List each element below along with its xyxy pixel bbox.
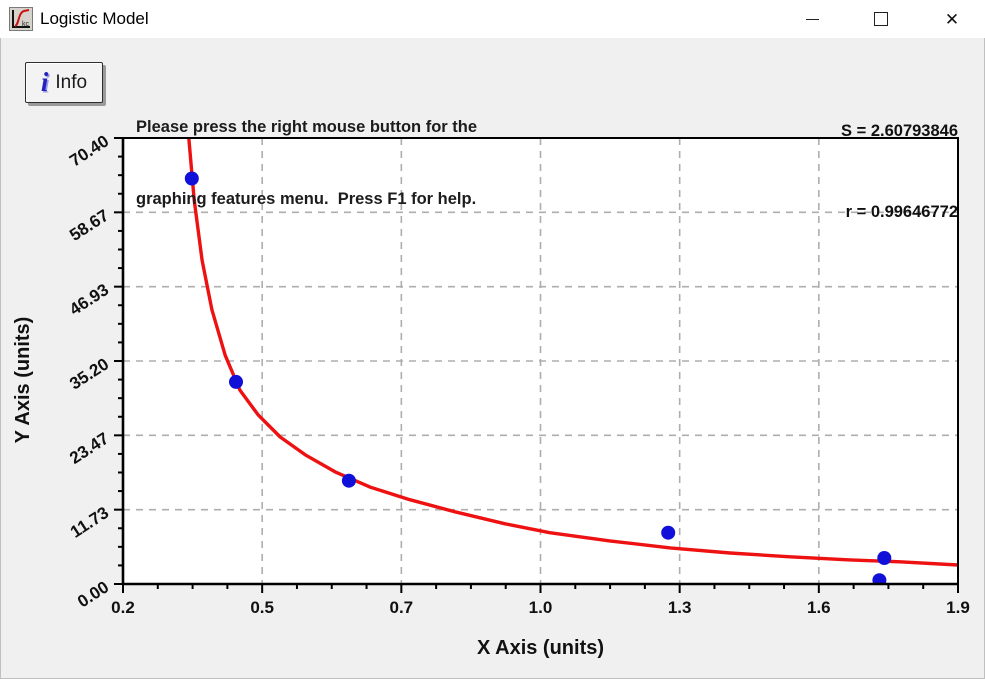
x-tick-label: 1.6 xyxy=(807,598,831,617)
x-tick-label: 1.3 xyxy=(668,598,692,617)
x-tick-label: 1.9 xyxy=(946,598,970,617)
curve-fit-app-icon: kc xyxy=(9,7,33,31)
data-point xyxy=(877,551,892,565)
y-tick-label: 58.67 xyxy=(66,206,112,245)
fit-statistics: S = 2.60793846 r = 0.99646772 xyxy=(841,64,958,280)
stat-standard-error: S = 2.60793846 xyxy=(841,122,958,140)
svg-text:kc: kc xyxy=(22,21,30,28)
maximize-icon xyxy=(874,12,888,26)
x-tick-label: 0.2 xyxy=(111,598,135,617)
y-tick-label: 0.00 xyxy=(74,577,112,611)
x-tick-label: 0.7 xyxy=(390,598,414,617)
data-point xyxy=(341,473,356,488)
close-icon: ✕ xyxy=(944,9,960,29)
maximize-button[interactable] xyxy=(858,0,904,38)
instructions-line-1: Please press the right mouse button for … xyxy=(136,118,478,136)
info-button[interactable]: i Info xyxy=(25,62,103,103)
data-point xyxy=(872,573,887,584)
data-point xyxy=(229,374,243,389)
minimize-icon xyxy=(805,18,819,20)
close-button[interactable]: ✕ xyxy=(929,0,975,38)
minimize-button[interactable] xyxy=(789,0,835,38)
stat-correlation: r = 0.99646772 xyxy=(845,203,958,221)
x-tick-label: 0.5 xyxy=(250,598,274,617)
instructions-text: Please press the right mouse button for … xyxy=(136,67,477,259)
y-tick-label: 70.40 xyxy=(66,131,112,170)
title-bar: kc Logistic Model ✕ xyxy=(0,0,985,38)
x-tick-label: 1.0 xyxy=(529,598,553,617)
info-icon: i xyxy=(40,67,49,97)
y-tick-label: 11.73 xyxy=(67,503,112,542)
data-point xyxy=(661,525,676,540)
y-tick-label: 35.20 xyxy=(66,354,112,393)
instructions-line-2: graphing features menu. Press F1 for hel… xyxy=(136,190,477,208)
logistic-fit-curve xyxy=(187,138,958,567)
data-point xyxy=(184,171,199,186)
y-tick-label: 46.93 xyxy=(66,280,112,319)
y-tick-label: 23.47 xyxy=(66,429,112,468)
info-button-label: Info xyxy=(55,71,88,93)
x-axis-title: X Axis (units) xyxy=(476,637,605,659)
y-axis-title: Y Axis (units) xyxy=(12,316,34,444)
window-title: Logistic Model xyxy=(40,9,149,28)
